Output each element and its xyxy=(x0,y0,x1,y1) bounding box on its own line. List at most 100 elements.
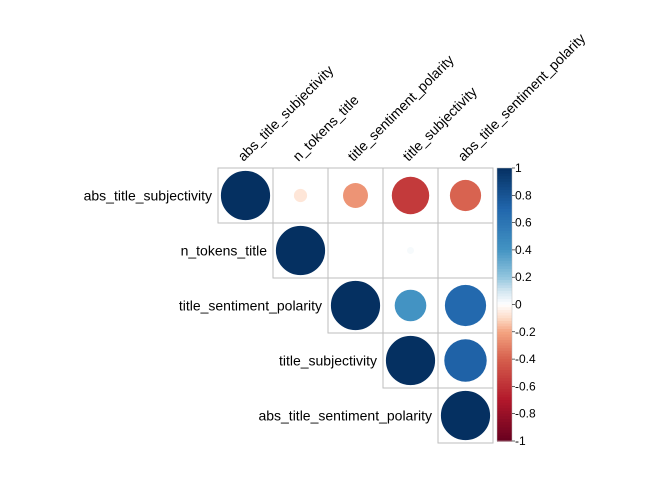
colorbar-segment xyxy=(497,416,512,420)
colorbar-segment xyxy=(497,228,512,232)
row-label-abs_title_subjectivity: abs_title_subjectivity xyxy=(84,188,212,204)
colorbar-segment xyxy=(497,181,512,185)
corr-circle-2-4 xyxy=(444,284,487,327)
colorbar-segment xyxy=(497,337,512,341)
corr-circle-2-2 xyxy=(330,280,381,331)
colorbar-segment xyxy=(497,170,512,175)
corr-circle-0-2 xyxy=(343,183,368,208)
corr-circle-0-3 xyxy=(391,176,430,215)
colorbar-segment xyxy=(497,233,512,237)
colorbar-segment xyxy=(497,432,512,437)
colorbar-tick-label: -0.2 xyxy=(515,325,536,339)
colorbar-segment xyxy=(497,367,512,371)
colorbar-segment xyxy=(497,176,512,180)
colorbar-segment xyxy=(497,430,512,434)
corr-circle-3-4 xyxy=(444,339,487,382)
colorbar-segment xyxy=(497,260,512,265)
colorbar-segment xyxy=(497,299,512,303)
colorbar-segment xyxy=(497,402,512,407)
colorbar-segment xyxy=(497,309,512,314)
colorbar-segment xyxy=(497,279,512,284)
colorbar-segment xyxy=(497,364,512,368)
corr-circle-0-0 xyxy=(220,170,271,221)
colorbar-segment xyxy=(497,375,512,379)
colorbar-segment xyxy=(497,353,512,357)
colorbar-segment xyxy=(497,405,512,409)
colorbar-segment xyxy=(497,326,512,330)
corr-circle-1-1 xyxy=(275,225,326,276)
colorbar-tick-label: 0.2 xyxy=(515,270,532,284)
colorbar-segment xyxy=(497,203,512,207)
row-label-abs_title_sentiment_polarity: abs_title_sentiment_polarity xyxy=(258,408,432,424)
colorbar-segment xyxy=(497,266,512,270)
colorbar-segment xyxy=(497,290,512,295)
colorbar-segment xyxy=(497,334,512,338)
colorbar-segment xyxy=(497,386,512,390)
colorbar-segment xyxy=(497,178,512,183)
colorbar: 1 0.8 0.6 0.4 0.2 0 -0.2 -0.4 -0.6 -0.8 -1 xyxy=(496,161,536,448)
colorbar-segment xyxy=(497,397,512,401)
colorbar-segment xyxy=(497,241,512,246)
colorbar-segment xyxy=(497,277,512,281)
colorbar-segment xyxy=(497,394,512,398)
colorbar-segment xyxy=(497,236,512,240)
colorbar-segment xyxy=(497,200,512,205)
colorbar-segment xyxy=(497,307,512,311)
colorbar-tick-label: 0.4 xyxy=(515,243,532,257)
colorbar-segment xyxy=(497,304,512,308)
colorbar-segment xyxy=(497,323,512,327)
colorbar-segment xyxy=(497,380,512,385)
colorbar-segment xyxy=(497,370,512,374)
colorbar-tick-label: 0 xyxy=(515,298,522,312)
colorbar-segment xyxy=(497,345,512,349)
colorbar-segment xyxy=(497,288,512,292)
colorbar-segment xyxy=(497,252,512,256)
col-label-title_sentiment_polarity: title_sentiment_polarity xyxy=(344,52,457,165)
colorbar-segment xyxy=(497,247,512,251)
colorbar-segment xyxy=(497,168,512,172)
grid-layer xyxy=(217,167,494,444)
row-label-title_subjectivity: title_subjectivity xyxy=(279,353,377,369)
colorbar-segment xyxy=(497,435,512,439)
colorbar-segment xyxy=(497,214,512,218)
colorbar-segment xyxy=(497,211,512,216)
colorbar-segment xyxy=(497,389,512,393)
colorbar-segment xyxy=(497,413,512,418)
colorbar-segment xyxy=(497,342,512,347)
colorbar-segment xyxy=(497,383,512,387)
col-label-abs_title_subjectivity: abs_title_subjectivity xyxy=(234,62,336,164)
colorbar-segment xyxy=(497,263,512,267)
colorbar-segment xyxy=(497,315,512,319)
colorbar-segment xyxy=(497,274,512,278)
colorbar-tick-label: -0.8 xyxy=(515,407,536,421)
colorbar-tick-label: -0.4 xyxy=(515,352,536,366)
colorbar-segment xyxy=(497,255,512,259)
colorbar-segment xyxy=(497,189,512,194)
colorbar-segment xyxy=(497,293,512,297)
colorbar-segment xyxy=(497,427,512,431)
colorbar-segment xyxy=(497,269,512,273)
grid-cell-4-4 xyxy=(437,387,494,444)
colorbar-segment xyxy=(497,329,512,333)
colorbar-tick-label: 0.6 xyxy=(515,216,532,230)
colorbar-segment xyxy=(497,244,512,248)
colorbar-segment xyxy=(497,348,512,352)
colorbar-tick-label: -0.6 xyxy=(515,379,536,393)
colorbar-segment xyxy=(497,318,512,322)
corr-circle-0-4 xyxy=(449,179,482,212)
colorbar-tick-label: 1 xyxy=(515,161,522,175)
colorbar-segment xyxy=(497,331,512,336)
colorbar-segment xyxy=(497,173,512,177)
colorbar-tick-label: -1 xyxy=(515,434,526,448)
colorbar-segment xyxy=(497,217,512,221)
colorbar-segment xyxy=(497,271,512,276)
colorbar-segment xyxy=(497,408,512,412)
colorbar-segment xyxy=(497,350,512,355)
colorbar-segment xyxy=(497,285,512,289)
circle-layer xyxy=(220,170,491,441)
colorbar-tick-label: 0.8 xyxy=(515,188,532,202)
row-labels: abs_title_subjectivity n_tokens_titletitl… xyxy=(84,188,432,424)
colorbar-segment xyxy=(497,372,512,377)
colorbar-segment xyxy=(497,421,512,426)
